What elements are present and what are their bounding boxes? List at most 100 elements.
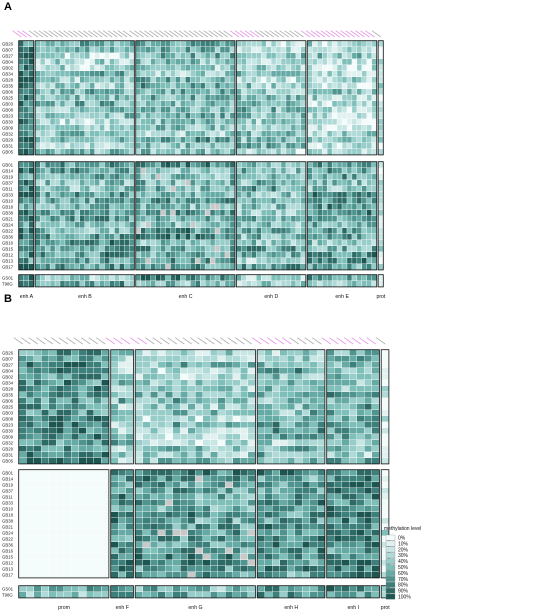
heatmap-cell [265,398,273,404]
heatmap-cell [295,446,303,452]
heatmap-cell [65,216,70,222]
row-label: GB12 [2,252,14,257]
heatmap-cell [165,392,173,398]
heatmap-cell [261,149,266,155]
heatmap-cell [241,234,247,240]
heatmap-cell [296,65,301,71]
heatmap-cell [378,192,383,198]
heatmap-cell [342,125,347,131]
row-label: GB05 [2,149,14,154]
row-label: GB35 [2,392,14,397]
heatmap-group-prot: prot [376,337,390,611]
heatmap-cell [173,392,181,398]
group-label: enh C [179,294,193,300]
heatmap-cell [357,566,365,572]
heatmap-cell [89,113,95,119]
heatmap-cell [158,368,166,374]
heatmap-cell [160,222,166,228]
heatmap-cell [84,198,90,204]
heatmap-cell [28,95,34,101]
heatmap-cell [381,374,389,380]
heatmap-cell [276,246,281,252]
heatmap-cell [94,542,102,548]
heatmap-cell [71,560,79,566]
heatmap-cell [28,174,34,180]
heatmap-cell [135,410,143,416]
column-label-tick [300,30,311,38]
heatmap-cell [45,137,50,143]
heatmap-cell [160,83,166,89]
heatmap-cell [301,137,306,143]
heatmap-cell [40,246,45,252]
heatmap-cell [135,386,143,392]
heatmap-cell [364,536,372,542]
heatmap-cell [145,192,151,198]
heatmap-cell [195,386,203,392]
heatmap-cell [19,542,27,548]
heatmap-cell [322,149,327,155]
heatmap-cell [349,374,357,380]
heatmap-cell [141,216,146,222]
heatmap-cell [302,586,310,592]
heatmap-cell [150,246,156,252]
heatmap-cell [165,119,171,125]
heatmap-cell [65,137,70,143]
heatmap-cell [114,204,120,210]
heatmap-cell [210,536,218,542]
heatmap-cell [195,452,203,458]
heatmap-cell [65,53,70,59]
heatmap-cell [276,65,281,71]
heatmap-cell [210,264,215,270]
heatmap-cell [80,65,85,71]
heatmap-cell [160,216,166,222]
panel-label: A [4,1,12,13]
heatmap-cell [75,95,80,101]
heatmap-cell [195,65,200,71]
heatmap-cell [150,500,158,506]
heatmap-cell [286,180,291,186]
heatmap-cell [347,131,352,137]
heatmap-cell [241,83,247,89]
heatmap-cell [119,258,125,264]
heatmap-cell [371,65,377,71]
heatmap-group-enh-e: enh E [300,30,378,300]
heatmap-cell [173,452,181,458]
heatmap-cell [205,125,210,131]
heatmap-cell [135,374,143,380]
heatmap-cell [60,204,65,210]
heatmap-cell [225,77,230,83]
heatmap-cell [310,398,318,404]
heatmap-cell [55,264,60,270]
heatmap-cell [19,374,27,380]
heatmap-cell [165,59,171,65]
heatmap-cell [195,198,200,204]
heatmap-cell [287,398,295,404]
heatmap-cell [141,234,146,240]
heatmap-cell [334,440,342,446]
heatmap-cell [296,252,301,258]
heatmap-cell [136,143,141,149]
heatmap-cell [104,234,110,240]
heatmap-cell [165,198,171,204]
heatmap-cell [94,434,102,440]
heatmap-cell [19,524,27,530]
heatmap-cell [291,281,296,287]
heatmap-cell [291,264,296,270]
heatmap-cell [158,470,166,476]
heatmap-cell [26,386,34,392]
heatmap-cell [60,180,65,186]
heatmap-cell [175,228,181,234]
heatmap-cell [200,149,205,155]
heatmap-cell [40,162,45,168]
heatmap-cell [236,204,242,210]
heatmap-cell [230,210,235,216]
heatmap-cell [230,275,235,281]
heatmap-cell [145,162,151,168]
heatmap-cell [150,174,156,180]
heatmap-cell [101,398,109,404]
heatmap-cell [291,246,296,252]
heatmap-cell [23,89,29,95]
heatmap-cell [170,162,176,168]
heatmap-cell [276,119,281,125]
heatmap-cell [158,518,166,524]
